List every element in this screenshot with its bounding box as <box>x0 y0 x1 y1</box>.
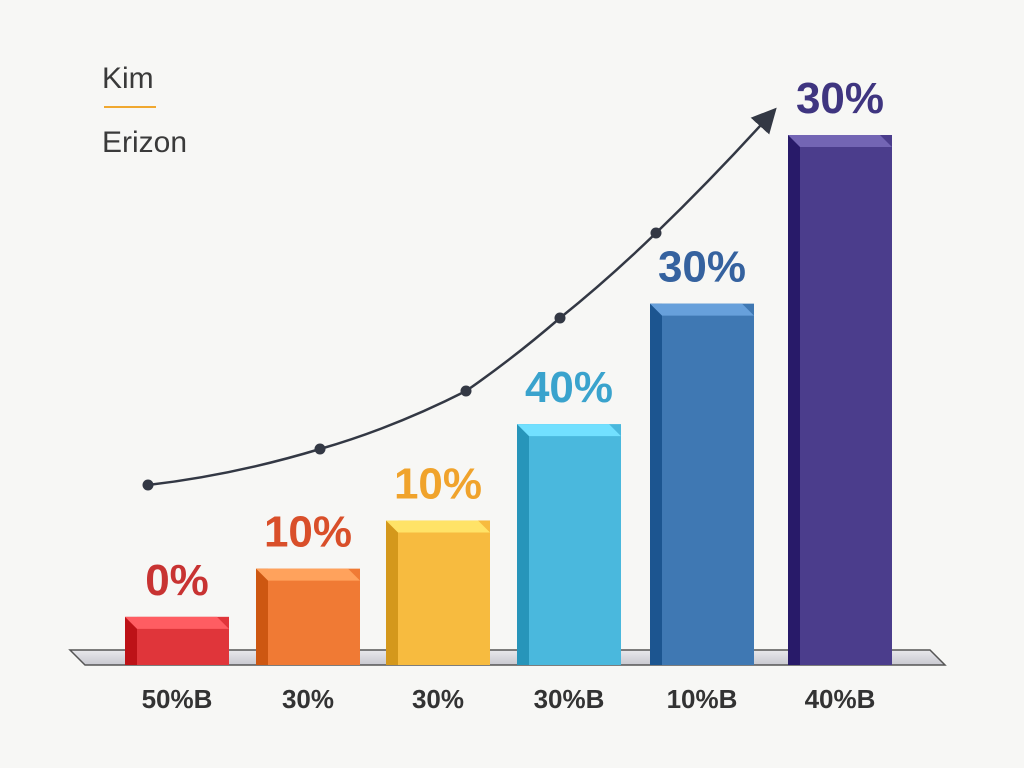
trend-point <box>650 227 662 239</box>
trend-point <box>460 385 472 397</box>
bar <box>650 303 754 665</box>
bar-top <box>125 616 229 629</box>
bars-layer <box>125 135 892 665</box>
bar-value-label: 10% <box>264 508 352 557</box>
bar-value-label: 40% <box>525 363 613 412</box>
bar-side <box>386 520 398 665</box>
x-tick-label: 10%B <box>667 684 738 714</box>
bar <box>788 135 892 665</box>
legend: Kim Erizon <box>102 62 187 159</box>
legend-entry-kim: Kim <box>102 62 154 95</box>
bar-front <box>800 135 892 665</box>
bar-side <box>788 135 800 665</box>
x-tick-label: 30% <box>412 684 464 714</box>
trend-line <box>147 107 777 487</box>
bar-front <box>268 568 360 665</box>
x-tick-label: 30%B <box>534 684 605 714</box>
bar-top <box>386 520 490 533</box>
bar-top <box>650 303 754 316</box>
bar <box>517 424 621 665</box>
bar-front <box>662 303 754 665</box>
bar-value-label: 30% <box>658 243 746 292</box>
bar-front <box>529 424 621 665</box>
bar-front <box>398 520 490 665</box>
x-tick-labels: 50%B 30% 30% 30%B 10%B 40%B <box>142 684 876 714</box>
x-tick-label: 30% <box>282 684 334 714</box>
bar-side <box>256 568 268 665</box>
bar-top <box>256 568 360 581</box>
bar-side <box>650 303 662 665</box>
legend-entry-erizon: Erizon <box>102 126 187 159</box>
x-tick-label: 40%B <box>805 684 876 714</box>
bar-side <box>517 424 529 665</box>
bar <box>386 520 490 665</box>
bar <box>125 616 229 665</box>
bar-value-label: 0% <box>145 556 209 605</box>
bar <box>256 568 360 665</box>
value-labels-layer: 0% 10% 10% 40% 30% 30% <box>145 74 884 605</box>
bar-value-label: 10% <box>394 459 482 508</box>
x-tick-label: 50%B <box>142 684 213 714</box>
trend-layer <box>142 107 777 491</box>
trend-point <box>554 312 566 324</box>
bar-side <box>125 616 137 665</box>
trend-point <box>142 479 154 491</box>
trend-point <box>314 443 326 455</box>
bar-top <box>517 424 621 437</box>
bar-top <box>788 135 892 147</box>
bar-value-label: 30% <box>796 74 884 123</box>
